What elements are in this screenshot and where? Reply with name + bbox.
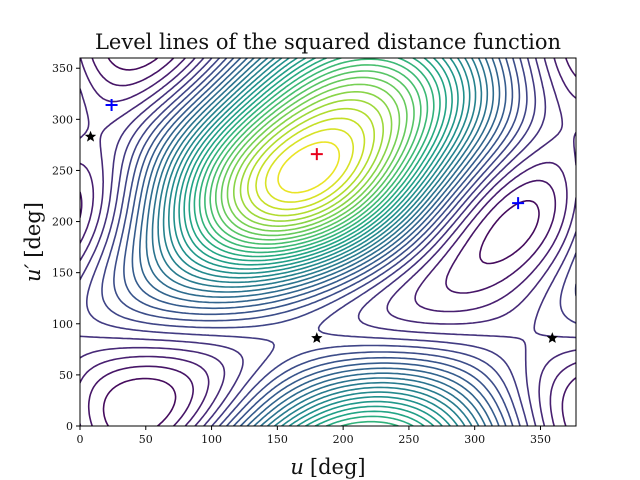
plus-marker: [105, 99, 118, 112]
contour-line: [188, 58, 447, 426]
y-tick-label: 50: [59, 369, 73, 382]
contour-line: [139, 58, 501, 426]
x-tick-label: 50: [139, 433, 153, 446]
star-marker: [311, 332, 323, 343]
contour-line: [102, 58, 540, 426]
y-axis-ticks: 0 50 100 150 200 250 300 350: [52, 62, 80, 433]
y-tick-label: 250: [52, 164, 73, 177]
x-tick-label: 150: [267, 433, 288, 446]
contour-line: [123, 58, 514, 426]
plus-marker: [310, 148, 323, 161]
contour-line: [113, 58, 521, 426]
contour-line: [198, 58, 435, 426]
contour-line: [239, 99, 384, 222]
x-axis-ticks: 0 50 100 150 200 250 300 350: [77, 426, 551, 446]
contour-line: [255, 117, 366, 211]
plot-frame: [79, 57, 577, 427]
contour-line: [226, 83, 401, 232]
star-marker: [84, 130, 97, 142]
x-axis-label: u [deg]: [290, 455, 365, 479]
y-tick-label: 0: [66, 420, 73, 433]
contour-line: [233, 91, 393, 227]
x-tick-label: 200: [333, 433, 354, 446]
contour-line: [264, 128, 354, 203]
y-tick-label: 150: [52, 267, 73, 280]
contour-line: [204, 58, 429, 249]
y-axis-symbol: u′: [21, 263, 45, 282]
x-tick-label: 350: [530, 433, 551, 446]
contour-line: [145, 58, 495, 426]
contour-line: [220, 76, 408, 237]
star-marker: [546, 332, 558, 343]
contour-line: [101, 58, 576, 426]
contour-lines: [80, 58, 576, 426]
x-tick-label: 250: [398, 433, 419, 446]
plus-marker: [512, 197, 525, 210]
chart-title: Level lines of the squared distance func…: [95, 30, 561, 54]
contour-line: [80, 58, 576, 426]
y-tick-label: 100: [52, 318, 73, 331]
x-tick-label: 0: [77, 433, 84, 446]
contour-line: [173, 58, 465, 426]
contour-line: [183, 58, 453, 426]
x-axis-unit: [deg]: [310, 455, 366, 479]
y-tick-label: 350: [52, 62, 73, 75]
x-tick-label: 300: [464, 433, 485, 446]
contour-line: [215, 70, 415, 241]
y-tick-label: 200: [52, 216, 73, 229]
critical-point-markers: [84, 99, 558, 343]
contour-line: [209, 64, 422, 245]
y-tick-label: 300: [52, 113, 73, 126]
x-axis-symbol: u: [290, 455, 304, 479]
y-axis-label: u′ [deg]: [21, 202, 45, 282]
contour-line: [80, 58, 576, 426]
contour-line: [277, 141, 341, 194]
y-axis-unit: [deg]: [21, 202, 45, 258]
x-tick-label: 100: [201, 433, 222, 446]
contour-line: [131, 58, 507, 426]
contour-line: [247, 107, 375, 217]
contour-line: [168, 58, 471, 426]
